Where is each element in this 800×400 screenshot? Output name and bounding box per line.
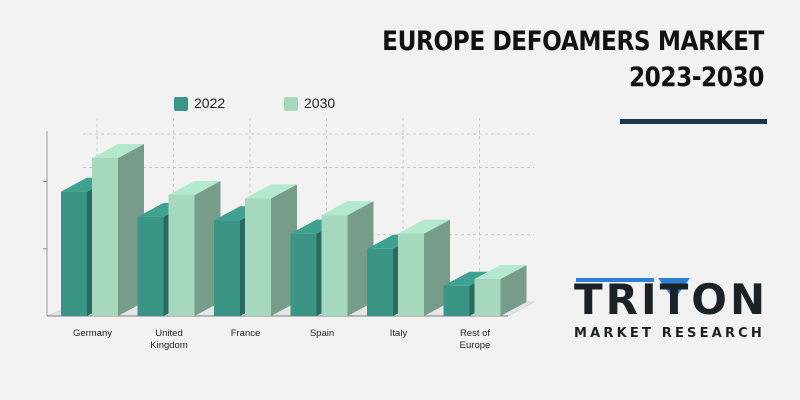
x-tick-label-6-1: Rest of (460, 328, 490, 339)
title-underline (620, 119, 767, 124)
bar-2030-1 (92, 158, 118, 316)
legend-swatch-2022 (174, 97, 188, 111)
x-tick-label-2-2: Kingdom (150, 340, 188, 351)
bar-2030-6-top (474, 265, 527, 280)
bar-2022-5 (367, 248, 393, 316)
chart-title-line-1: EUROPE DEFOAMERS MARKET (382, 26, 764, 57)
bar-2022-4 (290, 233, 317, 316)
bar-2030-3 (245, 198, 271, 316)
logo-tagline: MARKET RESEARCH (574, 326, 765, 341)
bar-2022-1 (61, 191, 87, 316)
chart-title-line-2: 2023-2030 (628, 62, 764, 93)
triton-logo: TRITON MARKET RESEARCH (568, 278, 768, 348)
bar-2022-2 (137, 216, 164, 316)
legend-label-2030: 2030 (304, 95, 336, 111)
bar-2022-6 (443, 285, 470, 316)
logo-accent-graphic (576, 278, 690, 300)
x-tick-label-3-1: France (231, 328, 261, 339)
bar-2030-3-top (245, 184, 297, 199)
bar-2030-2-top (168, 180, 221, 195)
x-tick-label-6-2: Europe (460, 340, 491, 351)
bar-2030-6-side (500, 265, 527, 316)
chart-title: EUROPE DEFOAMERS MARKET 2023-2030 (382, 24, 764, 96)
x-tick-label-5-1: Italy (390, 328, 408, 339)
bar-2030-4 (321, 215, 348, 316)
bar-2030-1-top (92, 144, 144, 158)
bar-2030-5 (398, 233, 424, 316)
x-tick-label-1-1: Germany (73, 328, 112, 339)
bar-2030-5-top (398, 219, 450, 234)
x-tick-label-2-1: United (155, 328, 182, 339)
x-tick-label-4-1: Spain (310, 328, 334, 339)
legend-label-2022: 2022 (194, 95, 226, 111)
bar-2022-3 (214, 220, 240, 316)
bar-2030-4-top (321, 201, 374, 216)
bar-2030-2 (168, 194, 195, 316)
legend-swatch-2030 (284, 97, 298, 111)
bar-2030-6 (474, 279, 501, 316)
logo-wordmark: TRITON (574, 275, 769, 324)
